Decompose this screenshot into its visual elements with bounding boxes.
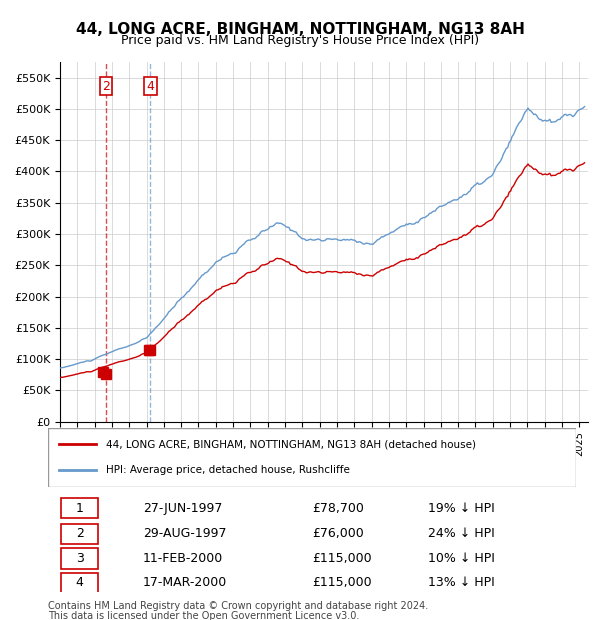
Text: 27-JUN-1997: 27-JUN-1997 [143, 502, 223, 515]
FancyBboxPatch shape [61, 498, 98, 518]
FancyBboxPatch shape [61, 548, 98, 569]
Text: Contains HM Land Registry data © Crown copyright and database right 2024.: Contains HM Land Registry data © Crown c… [48, 601, 428, 611]
Text: 2: 2 [102, 80, 110, 93]
Text: Price paid vs. HM Land Registry's House Price Index (HPI): Price paid vs. HM Land Registry's House … [121, 34, 479, 47]
Text: £115,000: £115,000 [312, 552, 371, 565]
Text: 2: 2 [76, 527, 83, 540]
FancyBboxPatch shape [61, 573, 98, 593]
Text: 17-MAR-2000: 17-MAR-2000 [143, 577, 227, 590]
Text: £78,700: £78,700 [312, 502, 364, 515]
Text: 10% ↓ HPI: 10% ↓ HPI [428, 552, 495, 565]
Text: 44, LONG ACRE, BINGHAM, NOTTINGHAM, NG13 8AH (detached house): 44, LONG ACRE, BINGHAM, NOTTINGHAM, NG13… [106, 440, 476, 450]
Text: £115,000: £115,000 [312, 577, 371, 590]
Text: 4: 4 [146, 80, 154, 93]
Text: 29-AUG-1997: 29-AUG-1997 [143, 527, 227, 540]
Text: This data is licensed under the Open Government Licence v3.0.: This data is licensed under the Open Gov… [48, 611, 359, 620]
FancyBboxPatch shape [61, 523, 98, 544]
Text: 4: 4 [76, 577, 83, 590]
Text: 24% ↓ HPI: 24% ↓ HPI [428, 527, 495, 540]
Text: 11-FEB-2000: 11-FEB-2000 [143, 552, 223, 565]
FancyBboxPatch shape [48, 428, 576, 487]
Text: £76,000: £76,000 [312, 527, 364, 540]
Text: 1: 1 [76, 502, 83, 515]
Text: HPI: Average price, detached house, Rushcliffe: HPI: Average price, detached house, Rush… [106, 465, 350, 475]
Text: 13% ↓ HPI: 13% ↓ HPI [428, 577, 495, 590]
Text: 19% ↓ HPI: 19% ↓ HPI [428, 502, 495, 515]
Text: 3: 3 [76, 552, 83, 565]
Text: 44, LONG ACRE, BINGHAM, NOTTINGHAM, NG13 8AH: 44, LONG ACRE, BINGHAM, NOTTINGHAM, NG13… [76, 22, 524, 37]
